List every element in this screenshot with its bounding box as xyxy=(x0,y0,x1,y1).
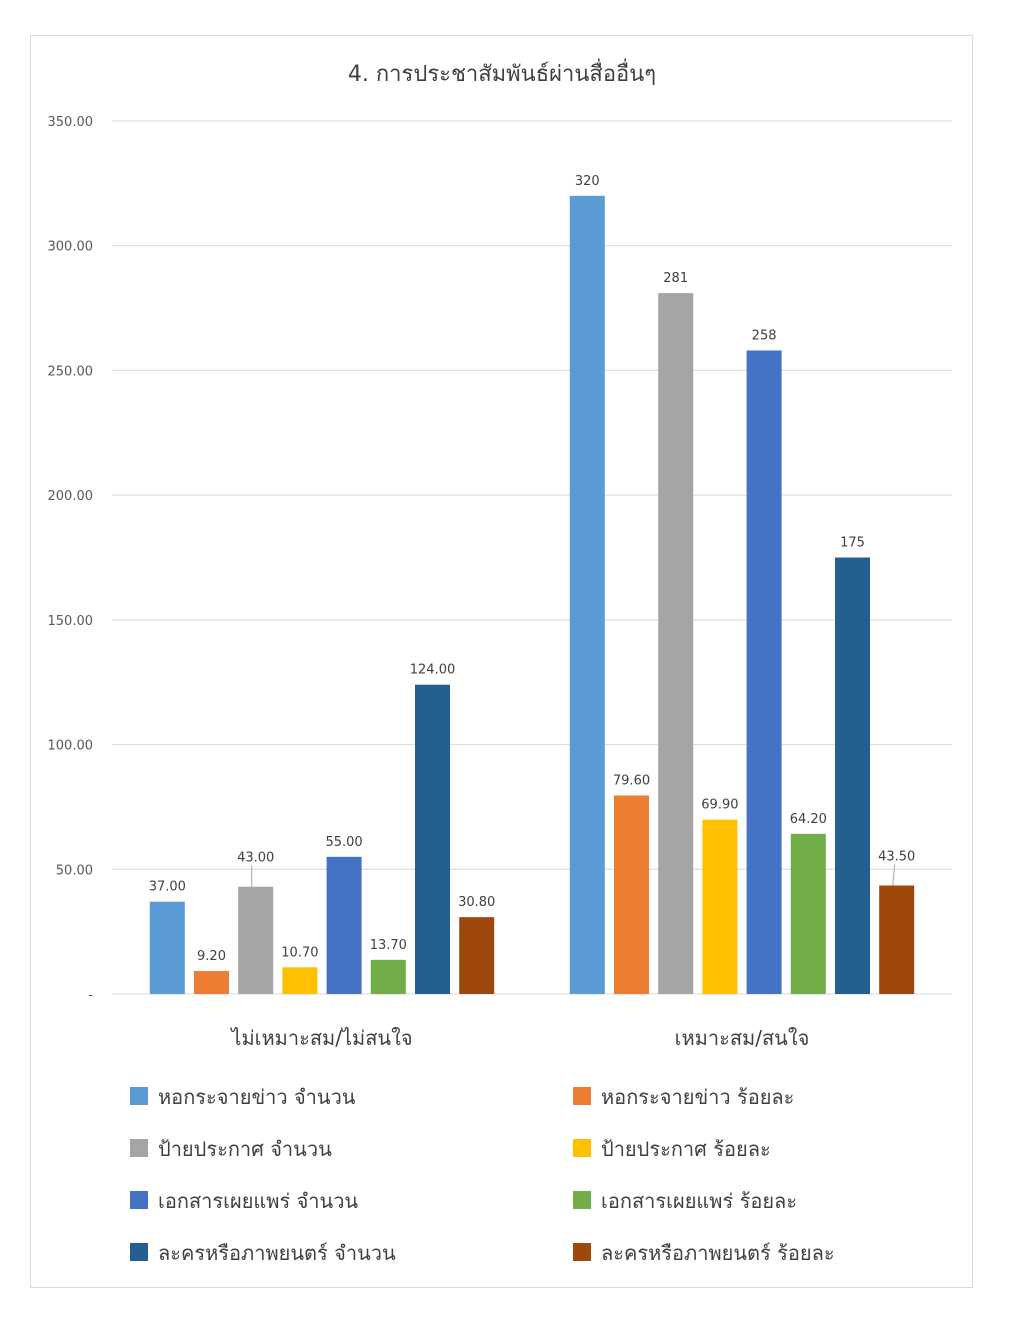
chart-title: 4. การประชาสัมพันธ์ผ่านสื่ออื่นๆ xyxy=(348,58,656,87)
label-leader-line xyxy=(892,864,896,886)
legend-swatch xyxy=(573,1191,591,1209)
legend: หอกระจายข่าว จำนวน หอกระจายข่าว ร้อยละป้า… xyxy=(130,1085,835,1265)
y-tick-label: 150.00 xyxy=(48,614,94,629)
data-label: 9.20 xyxy=(197,949,226,964)
data-label: 30.80 xyxy=(458,895,495,910)
data-label: 55.00 xyxy=(325,835,362,850)
y-axis: - 50.00 100.00 150.00 200.00 250.00 300.00 350.… xyxy=(48,115,94,1003)
data-label: 281 xyxy=(663,271,688,286)
legend-swatch xyxy=(130,1087,148,1105)
bar xyxy=(194,971,229,994)
y-tick-label: 300.00 xyxy=(48,240,94,255)
legend-label: หอกระจายข่าว จำนวน xyxy=(158,1085,356,1109)
legend-label: เอกสารเผยแพร่ ร้อยละ xyxy=(601,1189,797,1213)
y-tick-label: 250.00 xyxy=(48,364,94,379)
legend-swatch xyxy=(130,1139,148,1157)
data-label: 258 xyxy=(752,328,777,343)
bar xyxy=(790,833,826,994)
data-label: 43.50 xyxy=(878,849,915,864)
bar xyxy=(326,856,362,994)
data-label: 10.70 xyxy=(281,945,318,960)
data-label: 124.00 xyxy=(410,663,456,678)
bar xyxy=(835,557,870,994)
x-axis: ไม่เหมาะสม/ไม่สนใจ เหมาะสม/สนใจ xyxy=(229,1026,809,1050)
bar xyxy=(415,684,450,994)
legend-label: ป้ายประกาศ ร้อยละ xyxy=(601,1137,771,1161)
bars xyxy=(149,195,915,995)
y-tick-label: 100.00 xyxy=(48,739,94,754)
y-tick-label: 50.00 xyxy=(56,863,93,878)
legend-label: ป้ายประกาศ จำนวน xyxy=(158,1137,332,1161)
legend-swatch xyxy=(573,1243,591,1261)
bar xyxy=(459,917,495,994)
legend-label: เอกสารเผยแพร่ จำนวน xyxy=(158,1189,358,1213)
x-category-label: เหมาะสม/สนใจ xyxy=(675,1026,810,1050)
data-label: 13.70 xyxy=(370,938,407,953)
data-label: 175 xyxy=(840,536,865,551)
legend-swatch xyxy=(130,1191,148,1209)
bar xyxy=(149,901,185,994)
y-tick-label: - xyxy=(88,988,93,1003)
bar xyxy=(658,293,694,994)
legend-label: ละครหรือภาพยนตร์ ร้อยละ xyxy=(601,1241,835,1265)
data-label: 320 xyxy=(575,174,600,189)
data-label: 43.00 xyxy=(237,851,274,866)
data-labels: 37.00 9.20 43.00 10.70 55.00 13.70 124.00 30.80… xyxy=(149,174,916,964)
bar xyxy=(879,885,915,994)
legend-label: ละครหรือภาพยนตร์ จำนวน xyxy=(158,1241,396,1265)
y-tick-label: 200.00 xyxy=(48,489,94,504)
data-label: 69.90 xyxy=(701,798,738,813)
bar xyxy=(238,886,274,994)
bar xyxy=(702,819,738,994)
legend-swatch xyxy=(573,1139,591,1157)
data-label: 37.00 xyxy=(149,880,186,895)
bar xyxy=(746,350,782,995)
bar xyxy=(569,195,605,995)
chart-frame xyxy=(30,35,973,1288)
y-tick-label: 350.00 xyxy=(48,115,94,130)
bar xyxy=(282,967,318,994)
data-label: 64.20 xyxy=(790,812,827,827)
bar xyxy=(614,795,649,994)
bar xyxy=(370,959,406,994)
legend-label: หอกระจายข่าว ร้อยละ xyxy=(601,1085,794,1109)
legend-swatch xyxy=(573,1087,591,1105)
x-category-label: ไม่เหมาะสม/ไม่สนใจ xyxy=(229,1026,412,1050)
data-label: 79.60 xyxy=(613,773,650,788)
legend-swatch xyxy=(130,1243,148,1261)
